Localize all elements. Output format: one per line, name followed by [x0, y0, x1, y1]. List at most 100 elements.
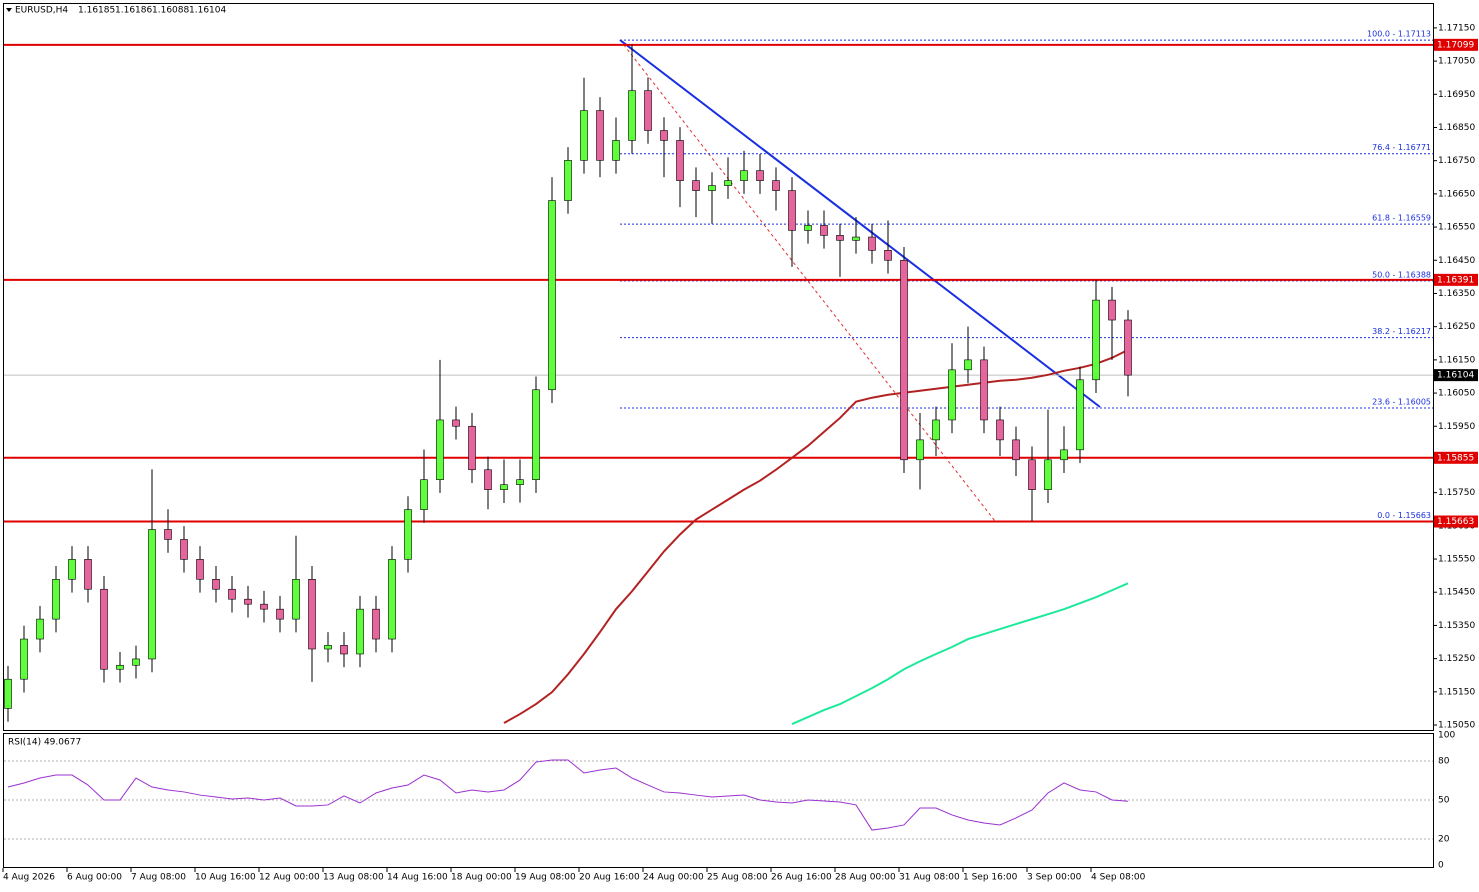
level-tag [1434, 38, 1478, 51]
header: EURUSD,H4 1.16185 1.16186 1.16088 1.1610… [6, 6, 226, 16]
candle-body [836, 235, 844, 241]
candle-body [84, 559, 92, 590]
trend-line [619, 39, 1101, 408]
level-tag [1434, 451, 1478, 464]
x-tick-label: 3 Sep 00:00 [1027, 873, 1082, 883]
y-tick-label: 1.16050 [1438, 389, 1475, 399]
candle-body [164, 529, 172, 540]
y-tick-label: 1.16350 [1438, 289, 1475, 299]
x-tick-label: 10 Aug 16:00 [195, 873, 256, 883]
candle-body [260, 603, 268, 610]
candle-body [532, 389, 540, 481]
y-tick-label: 1.15750 [1438, 488, 1475, 498]
y-tick-label: 1.17050 [1438, 57, 1475, 67]
candle-body [4, 678, 12, 709]
fib-label: 0.0 - 1.15663 [1377, 511, 1431, 520]
candle-body [436, 419, 444, 481]
candle-body [372, 608, 380, 640]
y-tick-label: 1.15950 [1438, 422, 1475, 432]
last-price-label: 1.16104 [1437, 371, 1474, 381]
candle-body [660, 130, 668, 141]
candle-body [356, 608, 364, 655]
candle-body [996, 419, 1004, 441]
main-panel [3, 3, 1434, 731]
moving-average [791, 582, 1129, 725]
candle-body [804, 225, 812, 231]
x-tick-label: 31 Aug 08:00 [899, 873, 960, 883]
candle-body [116, 664, 124, 670]
rsi-tick-label: 100 [1438, 731, 1455, 741]
candle-body [628, 90, 636, 141]
candle-body [724, 180, 732, 186]
candle-body [1028, 459, 1036, 490]
rsi-tick-label: 20 [1438, 835, 1450, 845]
candle-body [324, 645, 332, 650]
ohlc-low: 1.16088 [152, 6, 189, 16]
y-tick-label: 1.16950 [1438, 90, 1475, 100]
candle-body [388, 559, 396, 640]
candle-body [916, 439, 924, 461]
y-tick-label: 1.15150 [1438, 687, 1475, 697]
x-tick-label: 24 Aug 00:00 [643, 873, 704, 883]
candle-body [596, 110, 604, 161]
x-tick-label: 7 Aug 08:00 [131, 873, 186, 883]
x-tick-label: 25 Aug 08:00 [707, 873, 768, 883]
x-tick-label: 20 Aug 16:00 [579, 873, 640, 883]
candle-body [20, 638, 28, 680]
candle-body [340, 645, 348, 655]
x-tick-label: 6 Aug 00:00 [67, 873, 122, 883]
candle-body [1044, 459, 1052, 490]
y-tick-label: 1.15350 [1438, 621, 1475, 631]
candle-body [148, 529, 156, 660]
x-tick-label: 4 Aug 2026 [3, 873, 55, 883]
ohlc-high: 1.16186 [115, 6, 152, 16]
rsi-line [7, 759, 1129, 831]
x-tick-label: 18 Aug 00:00 [451, 873, 512, 883]
candle-body [516, 479, 524, 485]
y-tick-label: 1.15250 [1438, 654, 1475, 664]
candle-body [500, 484, 508, 490]
rsi-tick-label: 80 [1438, 757, 1450, 767]
rsi-tick-label: 50 [1438, 796, 1450, 806]
candle-body [292, 578, 300, 620]
y-tick-label: 1.15050 [1438, 721, 1475, 731]
x-tick-label: 28 Aug 00:00 [835, 873, 896, 883]
candle-body [308, 578, 316, 650]
candle-body [948, 369, 956, 421]
candle-body [564, 160, 572, 201]
candle-body [580, 110, 588, 161]
candle-body [1108, 299, 1116, 321]
candle-body [852, 236, 860, 241]
last-price-tag [1434, 369, 1478, 382]
fib-label: 23.6 - 1.16005 [1372, 397, 1431, 406]
candle-body [1076, 379, 1084, 451]
candle-body [180, 539, 188, 560]
candle-body [1060, 449, 1068, 461]
header-icon [6, 8, 12, 12]
fib-label: 50.0 - 1.16388 [1372, 270, 1431, 279]
level-tag [1434, 273, 1478, 286]
x-tick-label: 14 Aug 16:00 [387, 873, 448, 883]
candle-body [820, 225, 828, 236]
candle-body [868, 236, 876, 251]
candle-body [452, 419, 460, 427]
x-tick-label: 12 Aug 00:00 [259, 873, 320, 883]
candle-body [548, 200, 556, 391]
candle-body [244, 598, 252, 605]
candle-body [980, 359, 988, 421]
x-tick-label: 1 Sep 16:00 [963, 873, 1018, 883]
y-tick-label: 1.17150 [1438, 23, 1475, 33]
candle-body [212, 578, 220, 590]
candle-body [612, 140, 620, 161]
candle-body [420, 479, 428, 510]
candle-body [132, 658, 140, 666]
candle-body [900, 259, 908, 461]
candle-body [1092, 299, 1100, 381]
x-tick-label: 4 Sep 08:00 [1091, 873, 1146, 883]
candle-body [100, 588, 108, 670]
y-tick-label: 1.16250 [1438, 322, 1475, 332]
y-tick-label: 1.16550 [1438, 223, 1475, 233]
y-tick-label: 1.16450 [1438, 256, 1475, 266]
